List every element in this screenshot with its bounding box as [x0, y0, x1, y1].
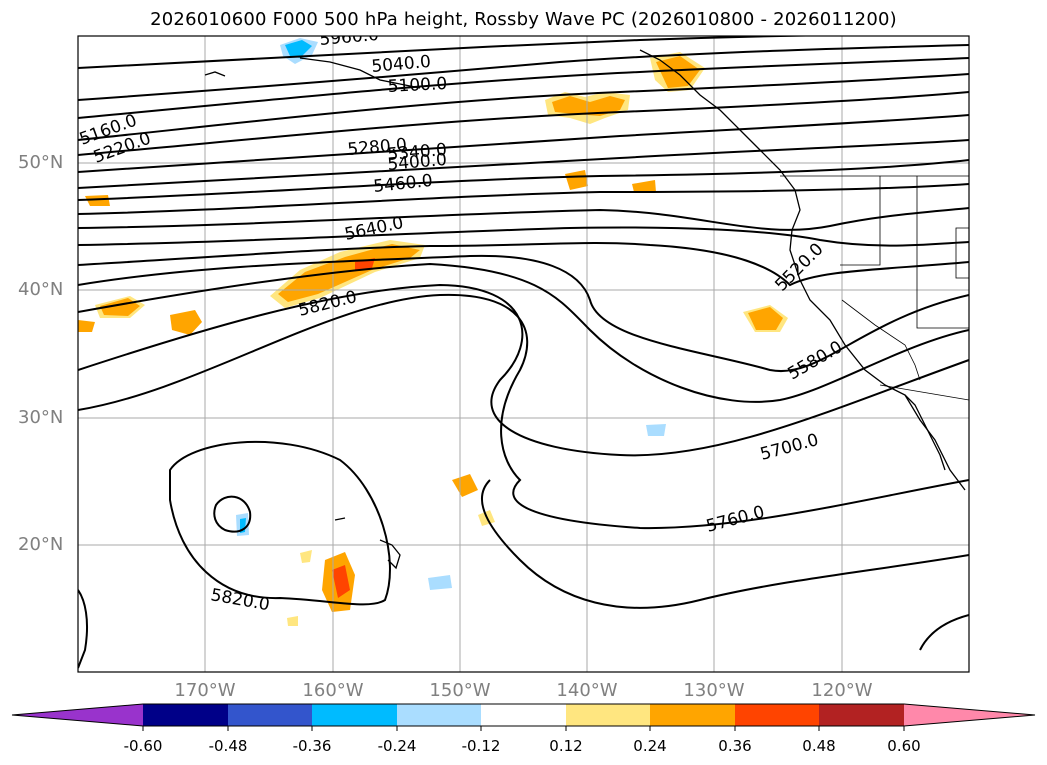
colorbar-segment: [397, 704, 481, 726]
colorbar-tick-label: 0.36: [718, 737, 752, 755]
lon-label: 150°W: [429, 680, 491, 701]
lon-label: 140°W: [556, 680, 618, 701]
colorbar-segment: [12, 704, 143, 726]
lat-label: 40°N: [18, 279, 64, 300]
colorbar-segment: [228, 704, 312, 726]
lon-label: 160°W: [302, 680, 364, 701]
colorbar-tick-label: -0.12: [461, 737, 501, 755]
map-frame: [77, 35, 970, 673]
colorbar-segment: [481, 704, 566, 726]
colorbar-tick-label: 0.60: [887, 737, 921, 755]
lon-label: 130°W: [683, 680, 745, 701]
colorbar-tick-label: 0.48: [802, 737, 836, 755]
colorbar-segment: [904, 704, 1035, 726]
colorbar-segment: [143, 704, 228, 726]
lat-label: 30°N: [18, 407, 64, 428]
map-plot-area: 5160.0 5220.0 5040.0 5100.0 5280.0 5340.…: [78, 36, 969, 672]
colorbar-segment: [650, 704, 735, 726]
colorbar-segment: [735, 704, 819, 726]
colorbar-tick-label: -0.36: [292, 737, 332, 755]
lon-label: 170°W: [174, 680, 236, 701]
colorbar-segment: [312, 704, 397, 726]
lat-label: 20°N: [18, 534, 64, 555]
height-contours: [78, 36, 969, 669]
coastlines: [204, 49, 966, 570]
colorbar-tick-label: -0.48: [208, 737, 248, 755]
colorbar-segment: [819, 704, 904, 726]
colorbar-tick-label: 0.24: [633, 737, 667, 755]
graticule: [78, 36, 969, 672]
contour-label: 5100.0: [387, 74, 447, 97]
political-borders: [780, 175, 969, 401]
colorbar-tick-label: -0.24: [377, 737, 417, 755]
colorbar: [11, 703, 1036, 731]
lon-label: 120°W: [811, 680, 873, 701]
lat-label: 50°N: [18, 152, 64, 173]
map-title: 2026010600 F000 500 hPa height, Rossby W…: [150, 9, 897, 30]
colorbar-tick-label: 0.12: [549, 737, 583, 755]
colorbar-segment: [566, 704, 650, 726]
colorbar-tick-label: -0.60: [123, 737, 163, 755]
